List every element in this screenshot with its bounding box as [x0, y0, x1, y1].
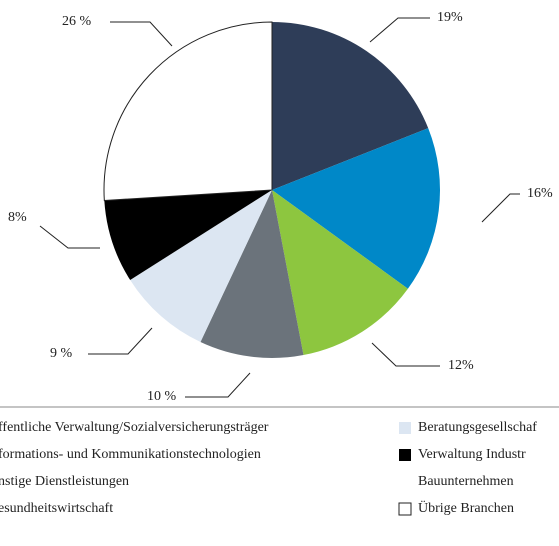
leader-line — [110, 21, 173, 47]
leader-line — [371, 342, 440, 367]
data-label: 16% — [527, 186, 553, 201]
pie-slice — [130, 190, 272, 343]
pie-slice — [272, 128, 440, 289]
legend-label: Übrige Branchen — [418, 499, 514, 516]
leader-line — [481, 193, 520, 223]
legend-label: nstige Dienstleistungen — [0, 474, 129, 489]
data-label: 8% — [8, 210, 27, 225]
pie-slice — [200, 190, 304, 358]
pie-slice — [103, 21, 273, 202]
leader-line — [185, 372, 251, 398]
legend-label: Verwaltung Industr Bauunternehmen — [418, 447, 526, 489]
leader-line — [39, 225, 100, 249]
legend-label: ffentliche Verwaltung/Sozialversicherung… — [0, 420, 269, 435]
data-label: 9 % — [50, 346, 73, 361]
leader-line — [369, 17, 430, 43]
legend-label: esundheitswirtschaft — [0, 501, 113, 516]
legend-swatch — [399, 449, 411, 461]
legend-label: formations- und Kommunikationstechnologi… — [0, 447, 261, 462]
pie-slice — [272, 190, 408, 356]
leader-line — [88, 327, 153, 355]
legend-label: Beratungsgesellschaf — [418, 420, 537, 435]
pie-slice — [272, 22, 429, 190]
legend-swatch — [398, 502, 412, 516]
data-label: 10 % — [147, 389, 177, 404]
data-label: 19% — [437, 10, 463, 25]
data-label: 26 % — [62, 14, 92, 29]
legend-swatch — [399, 422, 411, 434]
pie-slice — [104, 190, 272, 281]
data-label: 12% — [448, 358, 474, 373]
